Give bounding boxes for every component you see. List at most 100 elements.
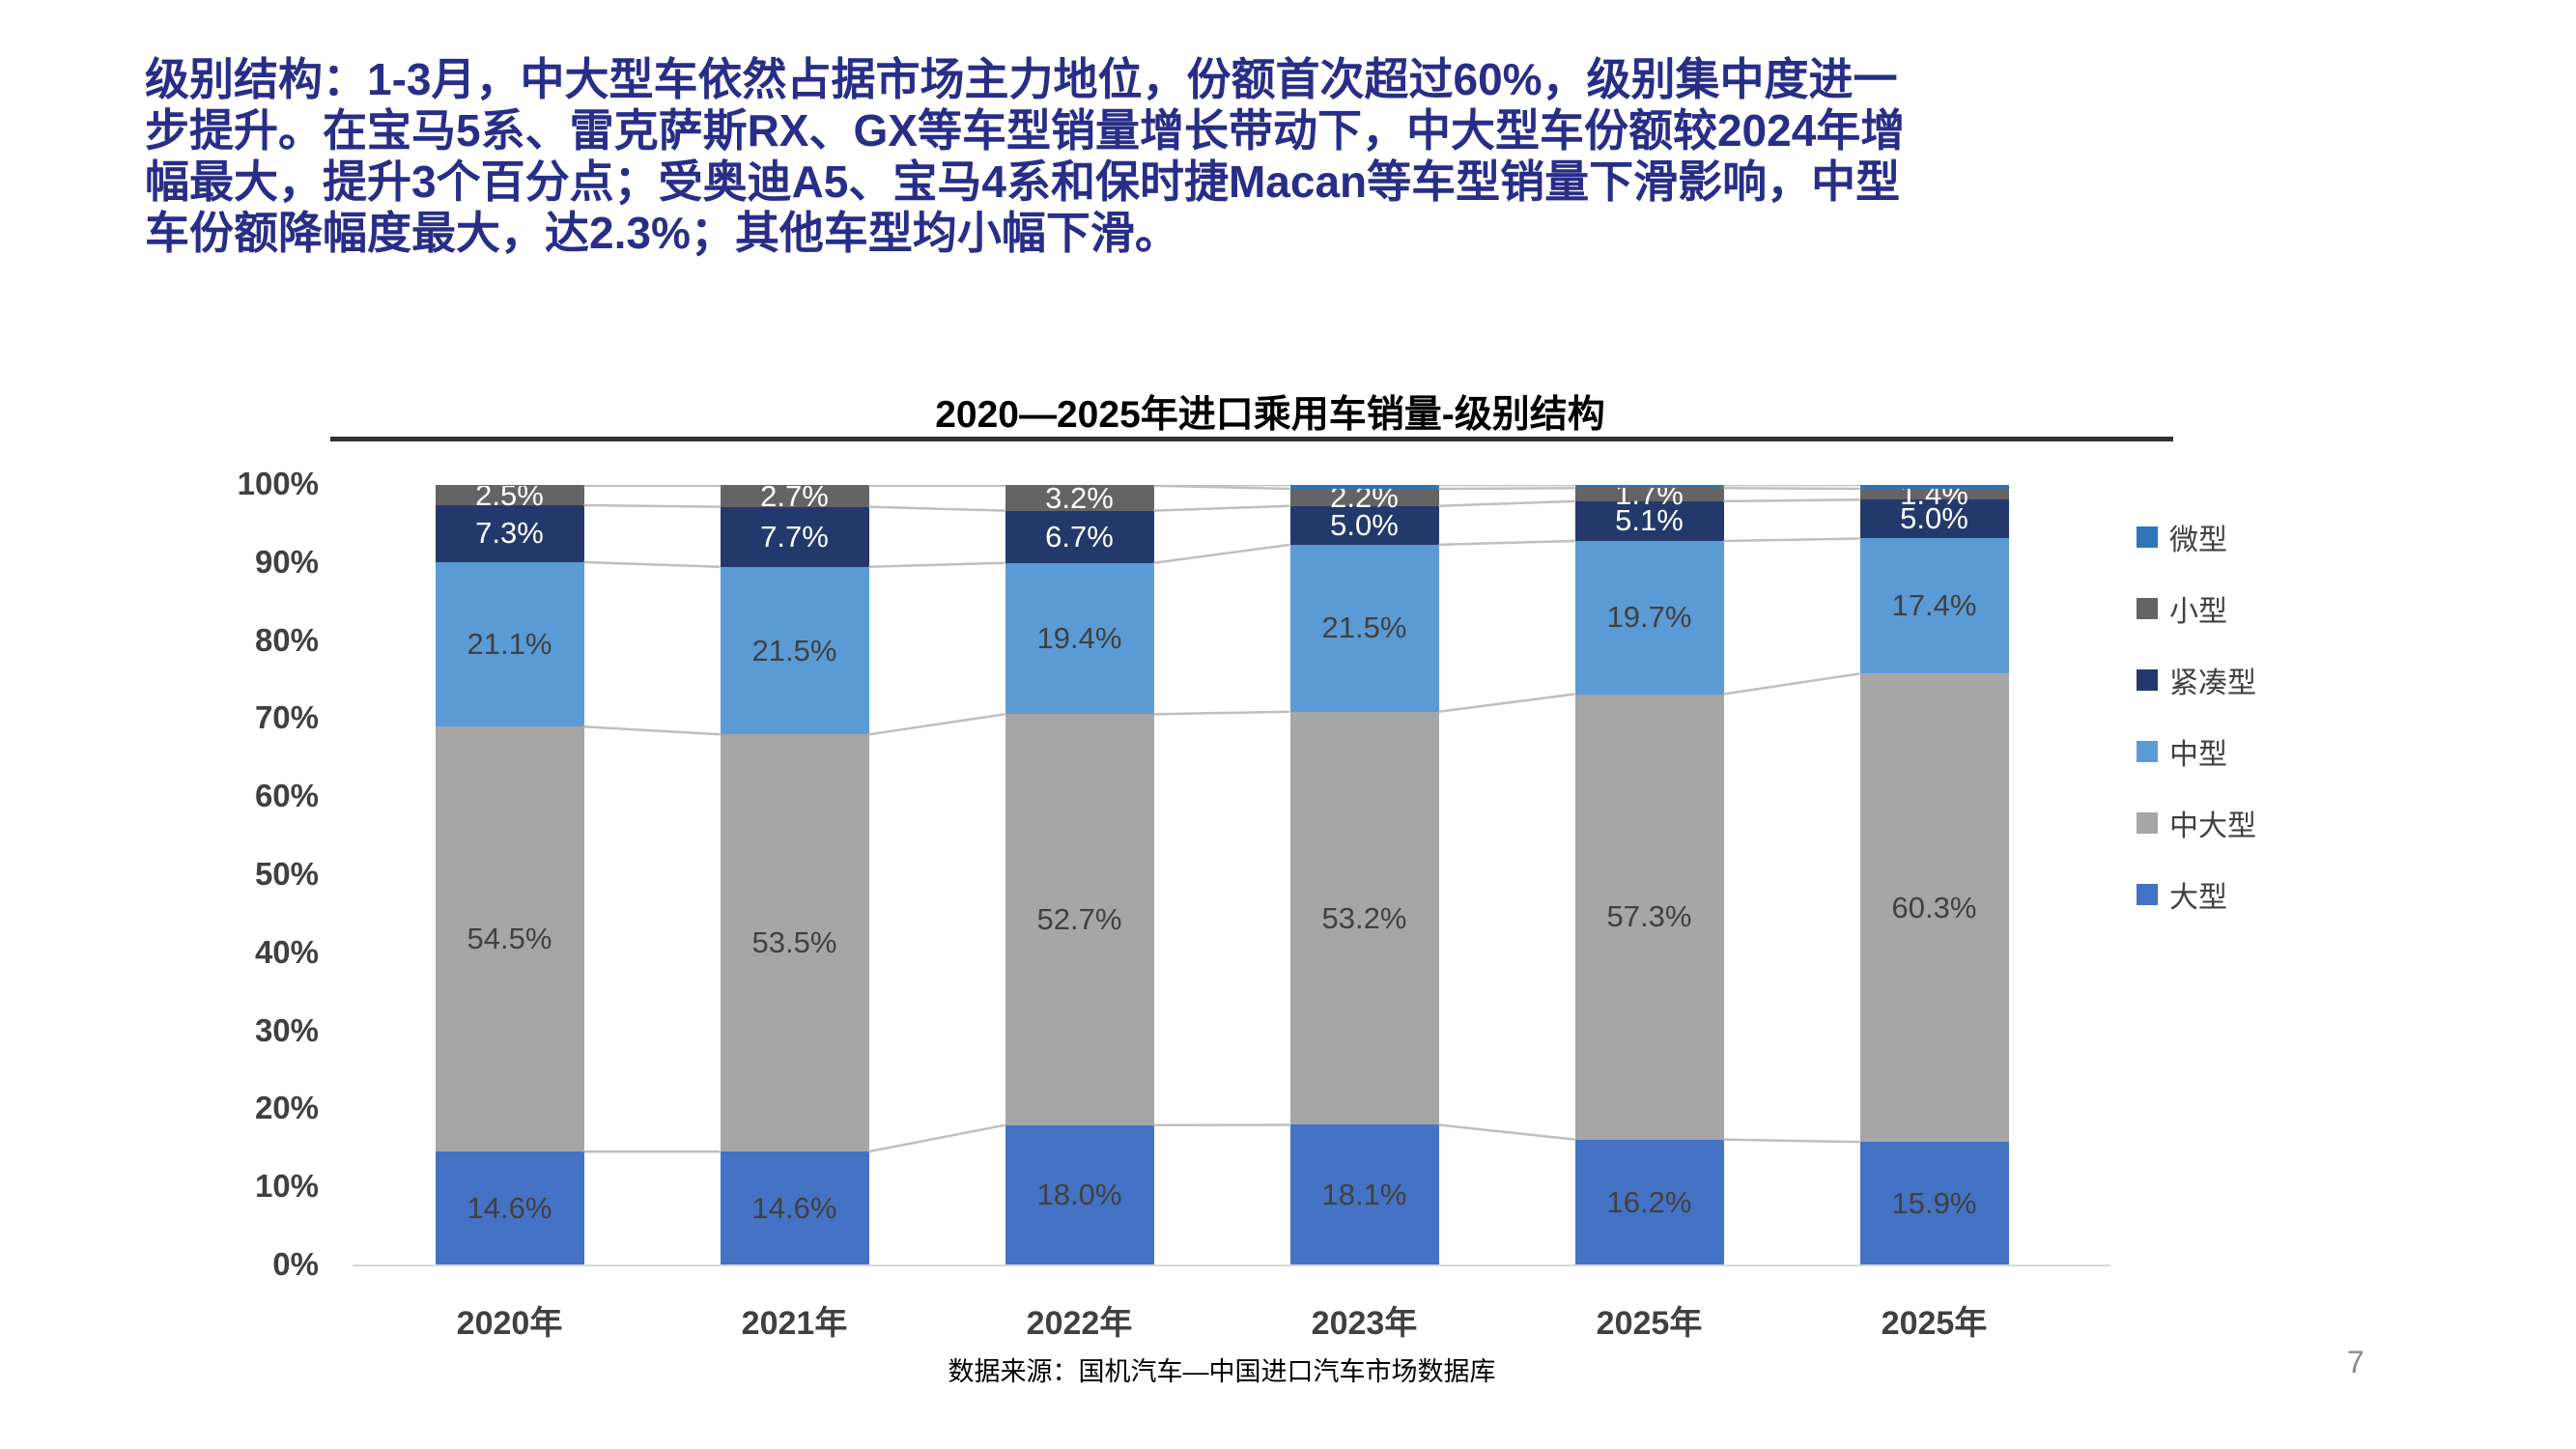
page-title-line: 车份额降幅度最大，达2.3%；其他车型均小幅下滑。: [145, 208, 1179, 258]
data-label-中大型: 54.5%: [467, 922, 552, 956]
segment-大型: [1005, 1124, 1154, 1265]
segment-大型: [720, 1151, 869, 1265]
chart-title: 2020—2025年进口乘用车销量-级别结构: [935, 394, 1605, 436]
data-label-中型: 19.7%: [1606, 600, 1692, 635]
legend-label: 微型: [2169, 525, 2227, 556]
segment-中大型: [1005, 714, 1154, 1125]
y-axis-tick: 50%: [254, 856, 319, 892]
segment-微型: [1574, 485, 1724, 489]
connector-line-中型: [1723, 537, 1860, 543]
connector-line-中型: [583, 560, 721, 569]
connector-line-中型: [1153, 543, 1290, 564]
legend-swatch-微型: [2137, 526, 2158, 548]
data-label-中型: 21.5%: [1321, 611, 1407, 645]
segment-中大型: [720, 734, 869, 1152]
connector-line-中大型: [583, 724, 721, 736]
bar-2020年-0: 14.6% 54.5% 21.1% 7.3% 2.5%: [435, 478, 584, 1265]
y-axis-tick: 70%: [254, 699, 319, 736]
y-axis-tick: 100%: [237, 466, 319, 501]
page-title-line: 步提升。在宝马5系、雷克萨斯RX、GX等车型销量增长带动下，中大型车份额较202…: [145, 105, 1906, 156]
data-label-紧凑型: 5.0%: [1900, 501, 1968, 536]
data-label-中型: 21.5%: [751, 633, 837, 668]
segment-紧凑型: [720, 506, 869, 567]
legend-label: 小型: [2169, 596, 2227, 628]
connector-line-中大型: [1153, 710, 1290, 716]
bar-2021年-1: 14.6% 53.5% 21.5% 7.7% 2.7%: [720, 479, 869, 1265]
bar-2023年-3: 18.1% 53.2% 21.5% 5.0% 2.2%: [1289, 480, 1439, 1265]
connector-line-中型: [1438, 539, 1575, 547]
connector-line-中大型: [1723, 672, 1860, 696]
data-label-大型: 18.1%: [1321, 1178, 1407, 1212]
data-label-小型: 1.4%: [1900, 476, 1968, 511]
connector-line-小型: [1723, 486, 1860, 491]
connector-line-大型: [1723, 1138, 1860, 1144]
data-label-小型: 2.7%: [760, 478, 829, 513]
segment-中型: [435, 561, 584, 727]
legend-item-微型: 微型: [2137, 516, 2256, 558]
segment-小型: [1005, 485, 1154, 511]
x-axis-line: [353, 1264, 2110, 1266]
segment-中型: [1859, 538, 2009, 674]
segment-大型: [435, 1151, 584, 1265]
segment-小型: [1859, 489, 2009, 500]
x-axis-label: 2021年: [741, 1305, 848, 1342]
series-connector-lines: [583, 485, 1860, 1153]
data-label-紧凑型: 5.1%: [1615, 503, 1684, 538]
connector-line-紧凑型: [1153, 504, 1290, 512]
data-label-小型: 1.7%: [1615, 477, 1684, 512]
connector-line-中大型: [1438, 693, 1575, 714]
segment-微型: [1859, 485, 2009, 490]
y-axis-tick: 90%: [254, 543, 319, 580]
data-label-小型: 3.2%: [1045, 480, 1114, 515]
x-axis-label: 2020年: [456, 1305, 563, 1342]
connector-line-紧凑型: [1723, 498, 1860, 503]
chart-title-rule: [330, 437, 2173, 441]
data-source-note: 数据来源：国机汽车—中国进口汽车市场数据库: [948, 1357, 1496, 1386]
segment-紧凑型: [1289, 505, 1439, 545]
segment-紧凑型: [435, 505, 584, 562]
connector-line-小型: [1153, 485, 1290, 491]
data-label-中大型: 53.5%: [751, 925, 837, 960]
segment-微型: [1289, 485, 1439, 490]
data-label-大型: 15.9%: [1891, 1186, 1977, 1221]
legend-item-中型: 中型: [2137, 730, 2256, 773]
x-axis-label: 2025年: [1596, 1305, 1703, 1342]
legend-swatch-小型: [2137, 598, 2158, 619]
legend-item-紧凑型: 紧凑型: [2137, 659, 2256, 701]
data-label-中大型: 60.3%: [1891, 890, 1977, 924]
segment-小型: [720, 485, 869, 507]
data-label-小型: 2.5%: [475, 477, 544, 512]
bar-2025年-5: 15.9% 60.3% 17.4% 5.0% 1.4%: [1859, 477, 2009, 1265]
y-axis-tick: 30%: [254, 1011, 319, 1048]
data-label-大型: 14.6%: [467, 1191, 552, 1226]
legend-label: 大型: [2169, 882, 2227, 914]
bar-2022年-2: 18.0% 52.7% 19.4% 6.7% 3.2%: [1005, 481, 1154, 1265]
page-number: 7: [2347, 1345, 2364, 1379]
legend-swatch-紧凑型: [2137, 669, 2158, 691]
data-label-紧凑型: 5.0%: [1330, 507, 1399, 542]
data-label-中型: 21.1%: [467, 627, 552, 662]
data-label-大型: 14.6%: [751, 1191, 837, 1226]
data-label-中型: 17.4%: [1891, 588, 1977, 623]
segment-中大型: [1859, 673, 2009, 1143]
legend-item-中大型: 中大型: [2137, 802, 2256, 844]
segment-紧凑型: [1574, 500, 1724, 541]
segment-中型: [1289, 544, 1439, 712]
x-axis-label: 2023年: [1311, 1305, 1418, 1342]
data-label-大型: 18.0%: [1036, 1178, 1122, 1212]
data-label-中大型: 57.3%: [1606, 899, 1692, 934]
plot-area: 14.6% 54.5% 21.1% 7.3% 2.5% 14.6% 53.5% 21.5% 7.…: [367, 477, 2077, 1265]
connector-line-中型: [868, 561, 1005, 569]
y-axis-tick: 40%: [254, 933, 319, 970]
data-label-紧凑型: 7.7%: [760, 519, 829, 554]
page-title: 级别结构：1-3月，中大型车依然占据市场主力地位，份额首次超过60%，级别集中度…: [145, 54, 1905, 259]
page-title-line: 级别结构：1-3月，中大型车依然占据市场主力地位，份额首次超过60%，级别集中度…: [145, 54, 1898, 104]
connector-line-小型: [1438, 486, 1575, 491]
segment-小型: [435, 485, 584, 505]
segment-微型: [720, 485, 869, 486]
legend-item-大型: 大型: [2137, 873, 2256, 916]
page-title-line: 幅最大，提升3个百分点；受奥迪A5、宝马4系和保时捷Macan等车型销量下滑影响…: [145, 156, 1901, 207]
connector-line-紧凑型: [1438, 499, 1575, 507]
y-axis-tick: 80%: [254, 621, 319, 658]
